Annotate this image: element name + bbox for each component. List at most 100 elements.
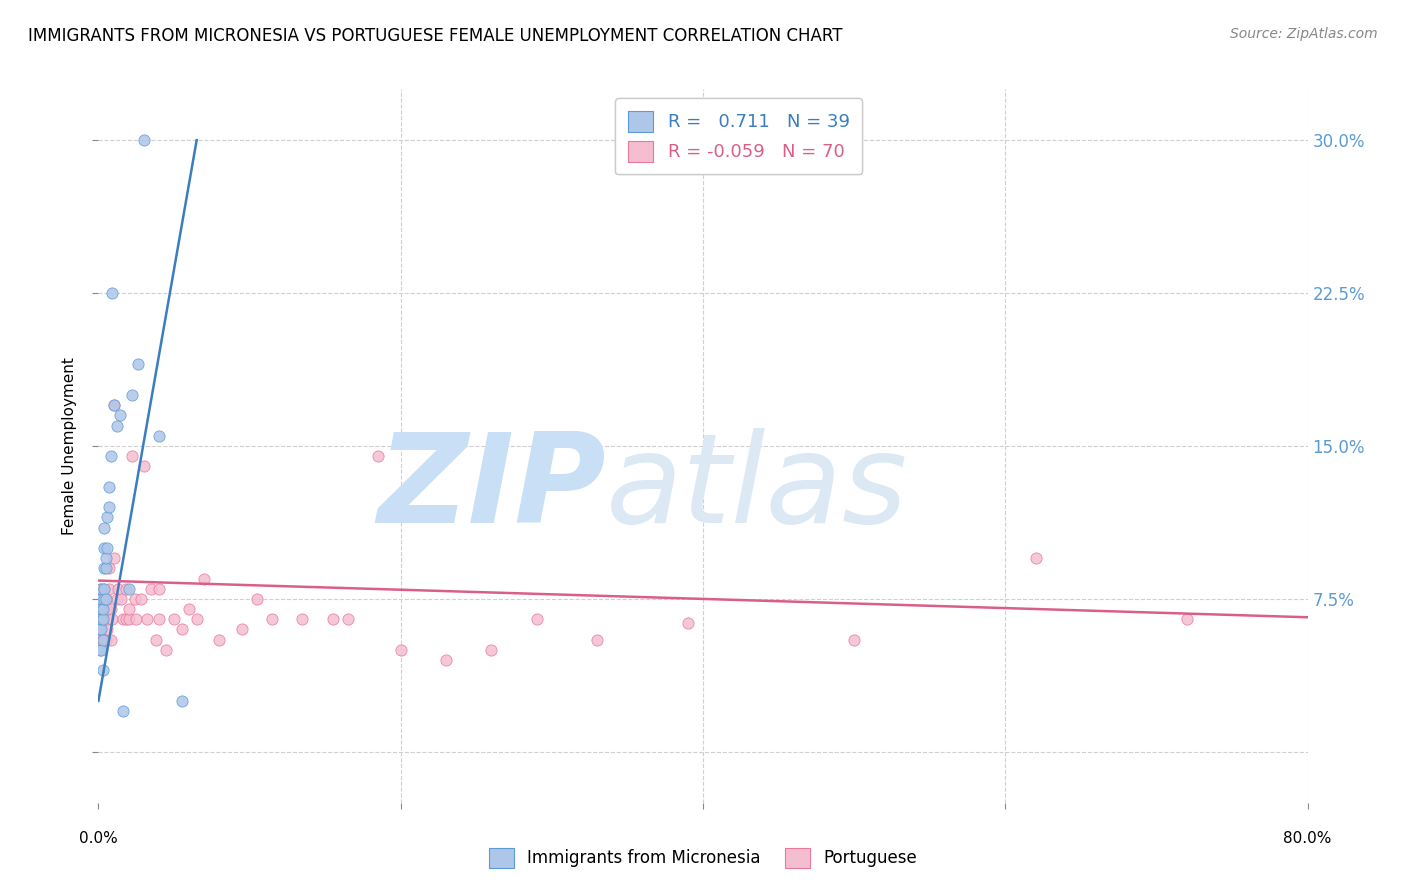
Point: [94, 632, 117, 647]
Point: [94, 591, 117, 606]
Point: [148, 582, 170, 596]
Point: [101, 612, 124, 626]
Point: [124, 591, 146, 606]
Point: [148, 612, 170, 626]
Point: [127, 358, 149, 372]
Point: [91, 663, 114, 677]
Point: [91, 612, 114, 626]
Point: [676, 616, 699, 631]
Point: [163, 612, 186, 626]
Point: [98, 500, 121, 515]
Point: [96, 541, 118, 555]
Point: [111, 612, 134, 626]
Point: [94, 551, 117, 566]
Point: [93, 582, 115, 596]
Point: [526, 612, 548, 626]
Point: [586, 632, 609, 647]
Point: [262, 612, 284, 626]
Point: [89, 612, 111, 626]
Point: [114, 582, 136, 596]
Point: [90, 591, 112, 606]
Point: [105, 418, 128, 433]
Point: [93, 561, 115, 575]
Point: [89, 623, 111, 637]
Point: [96, 612, 118, 626]
Point: [90, 591, 112, 606]
Point: [844, 632, 866, 647]
Point: [94, 612, 117, 626]
Text: Source: ZipAtlas.com: Source: ZipAtlas.com: [1230, 27, 1378, 41]
Legend: Immigrants from Micronesia, Portuguese: Immigrants from Micronesia, Portuguese: [482, 841, 924, 875]
Point: [132, 133, 155, 147]
Text: atlas: atlas: [606, 428, 908, 549]
Text: 80.0%: 80.0%: [1284, 831, 1331, 846]
Point: [336, 612, 359, 626]
Point: [94, 602, 117, 616]
Point: [93, 632, 115, 647]
Point: [110, 591, 132, 606]
Point: [93, 612, 115, 626]
Point: [94, 561, 117, 575]
Point: [100, 449, 122, 463]
Point: [100, 632, 122, 647]
Point: [231, 623, 253, 637]
Point: [103, 398, 125, 412]
Point: [93, 591, 115, 606]
Point: [148, 429, 170, 443]
Point: [96, 510, 118, 524]
Point: [89, 632, 111, 647]
Point: [105, 591, 128, 606]
Point: [208, 632, 231, 647]
Point: [90, 612, 112, 626]
Point: [90, 582, 112, 596]
Point: [96, 602, 118, 616]
Point: [98, 582, 121, 596]
Point: [89, 623, 111, 637]
Point: [90, 643, 112, 657]
Point: [89, 602, 111, 616]
Point: [132, 459, 155, 474]
Point: [1024, 551, 1046, 566]
Point: [90, 623, 112, 637]
Point: [100, 602, 122, 616]
Legend: R =   0.711   N = 39, R = -0.059   N = 70: R = 0.711 N = 39, R = -0.059 N = 70: [616, 98, 862, 174]
Point: [170, 623, 193, 637]
Point: [193, 572, 215, 586]
Point: [114, 612, 136, 626]
Point: [91, 591, 114, 606]
Point: [135, 612, 157, 626]
Point: [322, 612, 344, 626]
Point: [93, 520, 115, 534]
Point: [155, 643, 177, 657]
Text: IMMIGRANTS FROM MICRONESIA VS PORTUGUESE FEMALE UNEMPLOYMENT CORRELATION CHART: IMMIGRANTS FROM MICRONESIA VS PORTUGUESE…: [28, 27, 842, 45]
Point: [141, 582, 163, 596]
Point: [91, 602, 114, 616]
Point: [108, 409, 131, 423]
Point: [107, 582, 129, 596]
Point: [1175, 612, 1198, 626]
Point: [89, 612, 111, 626]
Text: ZIP: ZIP: [378, 428, 606, 549]
Point: [118, 602, 141, 616]
Point: [111, 704, 134, 718]
Point: [101, 286, 124, 301]
Point: [103, 398, 125, 412]
Point: [91, 632, 114, 647]
Point: [89, 602, 111, 616]
Y-axis label: Female Unemployment: Female Unemployment: [62, 357, 77, 535]
Point: [145, 632, 167, 647]
Point: [125, 612, 148, 626]
Point: [98, 480, 121, 494]
Point: [98, 561, 121, 575]
Point: [89, 643, 111, 657]
Point: [96, 623, 118, 637]
Point: [434, 653, 457, 667]
Point: [170, 694, 193, 708]
Point: [89, 582, 111, 596]
Point: [90, 602, 112, 616]
Point: [481, 643, 503, 657]
Point: [389, 643, 412, 657]
Point: [94, 591, 117, 606]
Point: [118, 582, 141, 596]
Point: [89, 591, 111, 606]
